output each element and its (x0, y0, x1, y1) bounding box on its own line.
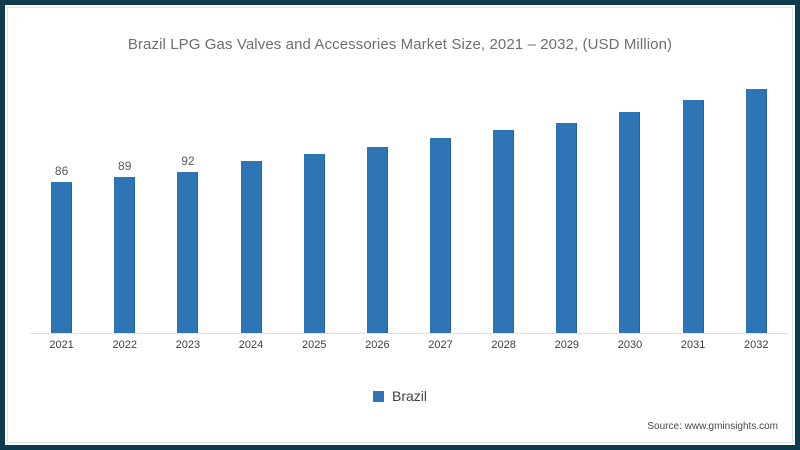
x-axis-tick-label: 2029 (554, 339, 580, 351)
x-axis-tick-labels: 2021 2022 2023 2024 2025 2026 2027 2028 2029 2030… (30, 339, 788, 351)
bar-series-brazil: 86 89 92 (30, 70, 788, 333)
x-axis-tick-label: 2021 (49, 339, 74, 351)
x-axis-line (30, 333, 788, 334)
bar[interactable] (745, 89, 767, 333)
x-axis-tick-label: 2028 (491, 339, 516, 351)
bar[interactable] (114, 176, 136, 333)
bar[interactable] (682, 99, 704, 333)
bar[interactable] (493, 129, 515, 333)
x-axis-tick-label: 2022 (112, 339, 137, 351)
bar-slot (662, 70, 725, 333)
source-attribution: Source: www.gminsights.com (647, 421, 778, 432)
x-axis-tick-label: 2031 (680, 339, 706, 351)
x-axis-tick-label: 2032 (744, 339, 769, 351)
bar[interactable] (51, 182, 73, 333)
x-axis-tick-label: 2023 (175, 339, 201, 351)
bar-value-label: 89 (118, 158, 132, 173)
bar[interactable] (240, 161, 262, 333)
bar-slot (472, 70, 535, 333)
bar-slot: 86 (30, 70, 93, 333)
bar[interactable] (619, 112, 641, 333)
bar-slot (535, 70, 598, 333)
chart-legend: Brazil (0, 388, 800, 404)
x-axis-tick-label: 2027 (428, 339, 453, 351)
bar-slot: 89 (93, 70, 156, 333)
x-axis-tick-label: 2024 (238, 339, 264, 351)
bar[interactable] (556, 122, 578, 333)
legend-swatch-brazil (372, 390, 384, 402)
bar[interactable] (366, 147, 388, 333)
bar[interactable] (430, 138, 452, 333)
bar-slot (220, 70, 283, 333)
chart-title: Brazil LPG Gas Valves and Accessories Ma… (127, 36, 673, 53)
bar[interactable] (177, 171, 199, 333)
bar-slot (409, 70, 472, 333)
bar-slot (283, 70, 346, 333)
x-axis-tick-label: 2025 (301, 339, 327, 351)
bar-value-label: 86 (54, 164, 69, 179)
bar-slot (598, 70, 661, 333)
bar-slot: 92 (156, 70, 219, 333)
bar[interactable] (303, 154, 325, 333)
bar-slot (725, 70, 788, 333)
x-axis-tick-label: 2030 (617, 339, 643, 351)
bar-slot (346, 70, 409, 333)
bar-value-label: 92 (181, 153, 195, 168)
x-axis-tick-label: 2026 (365, 339, 390, 351)
legend-label-brazil: Brazil (391, 388, 427, 404)
